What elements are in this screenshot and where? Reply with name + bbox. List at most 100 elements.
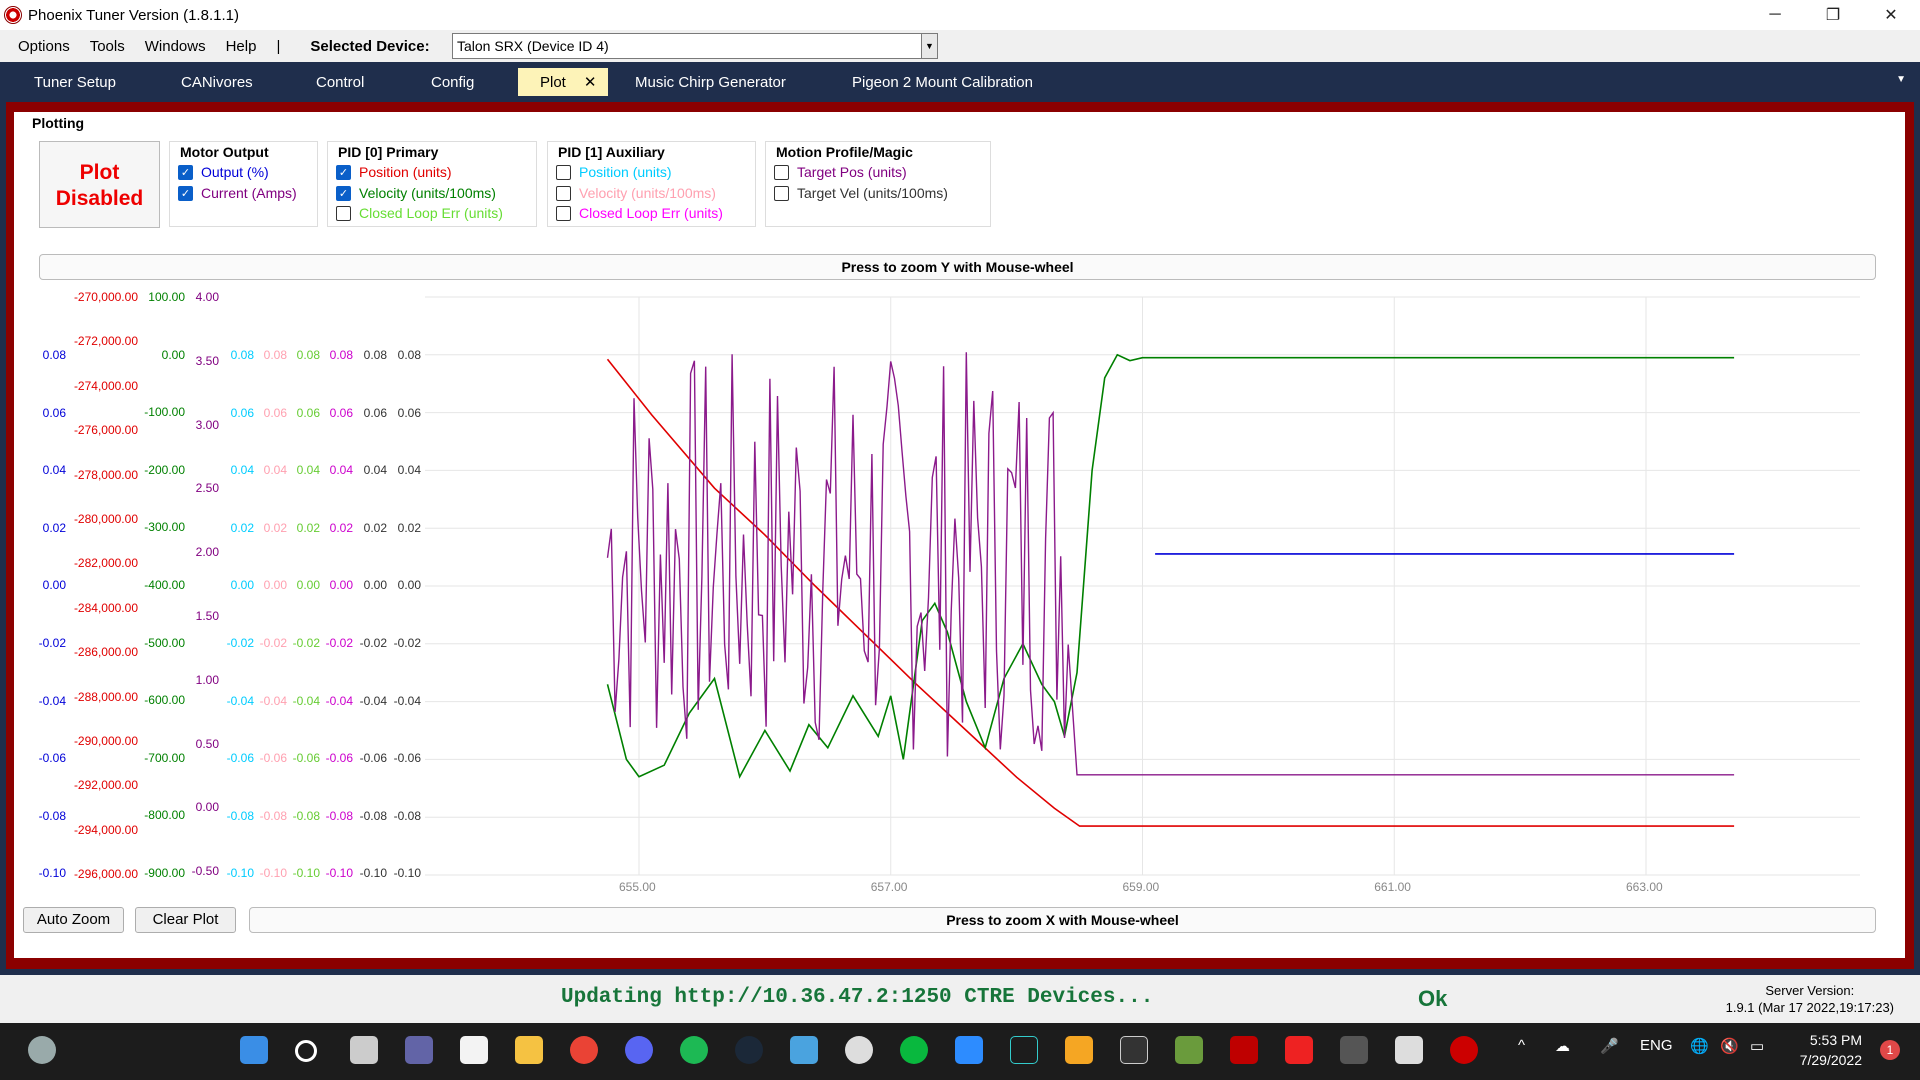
phoenix-tuner-taskbar-icon[interactable]: [1450, 1036, 1478, 1064]
server-version-label: Server Version:: [1765, 983, 1855, 998]
terminal-icon[interactable]: [1120, 1036, 1148, 1064]
checkmark-icon: ✓: [178, 185, 193, 201]
selected-device-dropdown[interactable]: Talon SRX (Device ID 4) ▼: [452, 33, 938, 59]
checkmark-icon: ✓: [178, 164, 193, 180]
clear-plot-button[interactable]: Clear Plot: [135, 907, 236, 933]
battery-icon[interactable]: ▭: [1750, 1038, 1765, 1055]
checkbox-box: [774, 164, 789, 180]
target-vel-checkbox[interactable]: Target Vel (units/100ms): [774, 185, 948, 201]
network-icon[interactable]: 🌐: [1690, 1038, 1709, 1055]
tab-label: Tuner Setup: [34, 73, 116, 91]
filezilla-icon[interactable]: [1230, 1036, 1258, 1064]
app-icon[interactable]: [1340, 1036, 1368, 1064]
tab-label: Music Chirp Generator: [635, 73, 786, 91]
volume-muted-icon[interactable]: 🔇: [1720, 1038, 1739, 1055]
checkbox-label: Target Vel (units/100ms): [797, 185, 948, 201]
pid0-velocity-checkbox[interactable]: ✓ Velocity (units/100ms): [336, 185, 496, 201]
steam-icon[interactable]: [735, 1036, 763, 1064]
tab-pigeon-2-mount-calibration[interactable]: Pigeon 2 Mount Calibration: [840, 68, 1033, 96]
tab-control[interactable]: Control: [304, 68, 364, 96]
chevron-down-icon[interactable]: ▼: [921, 34, 937, 58]
zoom-icon[interactable]: [955, 1036, 983, 1064]
menu-options[interactable]: Options: [18, 37, 70, 55]
minecraft-icon[interactable]: [1175, 1036, 1203, 1064]
group-title: Motion Profile/Magic: [776, 144, 913, 160]
checkbox-box: [556, 164, 571, 180]
file-explorer-icon[interactable]: [515, 1036, 543, 1064]
tab-bar: Tuner Setup CANivores Control Config Plo…: [0, 62, 1920, 96]
status-bar: [0, 975, 1920, 1023]
zoom-x-button[interactable]: Press to zoom X with Mouse-wheel: [249, 907, 1876, 933]
output-percent-checkbox[interactable]: ✓ Output (%): [178, 164, 269, 180]
driver-station-icon[interactable]: [1395, 1036, 1423, 1064]
current-amps-checkbox[interactable]: ✓ Current (Amps): [178, 185, 297, 201]
restore-button[interactable]: ❐: [1825, 7, 1841, 24]
tray-chevron-up-icon[interactable]: ^: [1518, 1037, 1526, 1054]
menu-bar: Options Tools Windows Help | Selected De…: [0, 30, 1920, 62]
auto-zoom-button[interactable]: Auto Zoom: [23, 907, 124, 933]
checkmark-icon: ✓: [336, 164, 351, 180]
checkbox-label: Target Pos (units): [797, 164, 907, 180]
onedrive-icon[interactable]: ☁: [1555, 1038, 1570, 1055]
menu-tools[interactable]: Tools: [89, 37, 125, 55]
pid0-closed-loop-err-checkbox[interactable]: Closed Loop Err (units): [336, 205, 503, 221]
minimize-button[interactable]: ─: [1769, 6, 1781, 23]
tab-config[interactable]: Config: [419, 68, 474, 96]
menu-separator: |: [276, 37, 281, 55]
wps-office-icon[interactable]: [1285, 1036, 1313, 1064]
checkbox-label: Current (Amps): [201, 185, 297, 201]
tab-plot[interactable]: Plot ✕: [518, 68, 608, 96]
search-icon[interactable]: [295, 1040, 317, 1062]
spotify-icon[interactable]: [680, 1036, 708, 1064]
clock-date: 7/29/2022: [1799, 1052, 1862, 1068]
window-title: Phoenix Tuner Version (1.8.1.1): [28, 6, 239, 24]
tab-label: Pigeon 2 Mount Calibration: [852, 73, 1033, 91]
pid1-closed-loop-err-checkbox[interactable]: Closed Loop Err (units): [556, 205, 723, 221]
checkbox-box: [556, 205, 571, 221]
checkbox-label: Closed Loop Err (units): [359, 205, 503, 221]
microphone-icon[interactable]: 🎤: [1600, 1038, 1619, 1055]
close-button[interactable]: ✕: [1884, 7, 1898, 24]
chrome-icon[interactable]: [570, 1036, 598, 1064]
phoenix-tuner-logo-icon: [4, 6, 22, 24]
plotting-section-label: Plotting: [32, 115, 85, 131]
status-message: Updating http://10.36.47.2:1250 CTRE Dev…: [561, 986, 1154, 1009]
tab-music-chirp-generator[interactable]: Music Chirp Generator: [623, 68, 786, 96]
pid1-position-checkbox[interactable]: Position (units): [556, 164, 672, 180]
pid0-primary-group: PID [0] Primary ✓ Position (units) ✓ Vel…: [327, 141, 537, 227]
zoom-y-button[interactable]: Press to zoom Y with Mouse-wheel: [39, 254, 1876, 280]
checkbox-label: Position (units): [579, 164, 672, 180]
sublime-text-icon[interactable]: [1065, 1036, 1093, 1064]
start-icon[interactable]: [240, 1036, 268, 1064]
selected-device-label: Selected Device:: [310, 37, 430, 55]
server-version-value: 1.9.1 (Mar 17 2022,19:17:23): [1725, 1000, 1894, 1015]
tab-overflow-chevron-icon[interactable]: ▼: [1896, 74, 1906, 85]
tab-label: Config: [431, 73, 475, 91]
store-icon[interactable]: [460, 1036, 488, 1064]
close-tab-icon[interactable]: ✕: [583, 74, 597, 91]
group-title: PID [1] Auxiliary: [558, 144, 665, 160]
menu-windows[interactable]: Windows: [144, 37, 206, 55]
discord-icon[interactable]: [625, 1036, 653, 1064]
weather-icon[interactable]: [28, 1036, 56, 1064]
app-icon[interactable]: [790, 1036, 818, 1064]
app-icon[interactable]: [1010, 1036, 1038, 1064]
plot-toggle-button[interactable]: Plot Disabled: [39, 141, 160, 228]
wechat-icon[interactable]: [900, 1036, 928, 1064]
tab-label: Plot: [540, 73, 566, 91]
task-view-icon[interactable]: [350, 1036, 378, 1064]
teams-icon[interactable]: [405, 1036, 433, 1064]
tab-canivores[interactable]: CANivores: [169, 68, 253, 96]
taskbar-clock[interactable]: 5:53 PM 7/29/2022: [1800, 1030, 1862, 1070]
checkbox-label: Closed Loop Err (units): [579, 205, 723, 221]
pid1-velocity-checkbox[interactable]: Velocity (units/100ms): [556, 185, 716, 201]
target-pos-checkbox[interactable]: Target Pos (units): [774, 164, 907, 180]
menu-help[interactable]: Help: [225, 37, 257, 55]
pid0-position-checkbox[interactable]: ✓ Position (units): [336, 164, 452, 180]
slack-icon[interactable]: [845, 1036, 873, 1064]
tab-tuner-setup[interactable]: Tuner Setup: [22, 68, 116, 96]
checkbox-box: [336, 205, 351, 221]
notification-badge[interactable]: 1: [1880, 1040, 1900, 1060]
language-indicator[interactable]: ENG: [1640, 1037, 1673, 1054]
